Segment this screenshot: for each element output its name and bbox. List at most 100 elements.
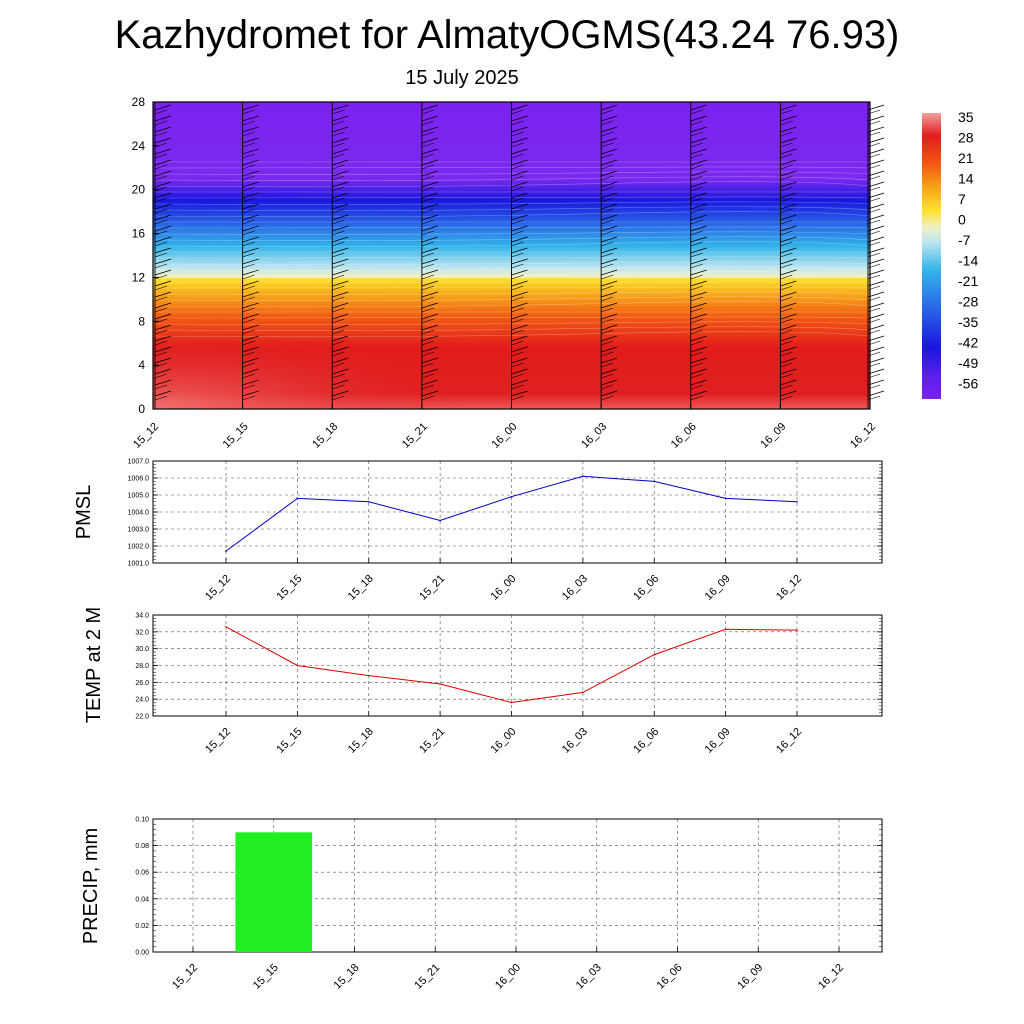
wind-barb: [511, 115, 528, 122]
x-tick-label: 16_06: [655, 962, 685, 992]
wind-barb: [511, 120, 524, 126]
wind-barb: [242, 236, 259, 243]
wind-barb: [332, 225, 349, 232]
wind-barb: [242, 109, 255, 115]
wind-barb: [154, 225, 172, 232]
wind-barb: [780, 192, 797, 199]
wind-barb: [780, 307, 793, 313]
wind-barb: [511, 131, 524, 137]
wind-barb: [511, 335, 528, 342]
wind-barb: [154, 153, 168, 159]
wind-barb: [780, 175, 793, 181]
wind-barb: [242, 274, 255, 280]
wind-barb: [511, 148, 528, 155]
wind-barb: [421, 137, 438, 144]
wind-barb: [511, 269, 528, 276]
y-tick-label: 0.02: [135, 923, 149, 930]
heatmap-y-axis: 0 4 8 12 16 20 24 28: [132, 95, 159, 416]
wind-barb: [242, 263, 255, 269]
wind-barb: [511, 329, 524, 335]
colorbar-labels: 35 28 21 14 7 0 -7 -14 -21 -28 -35 -42 -49 -56: [958, 109, 978, 392]
wind-barb: [867, 214, 885, 221]
data-point: [653, 480, 656, 483]
y-tick-label: 34.0: [135, 613, 149, 620]
wind-barb: [511, 252, 524, 258]
wind-barb: [780, 115, 797, 122]
wind-barb: [601, 252, 614, 258]
y-tick-label: 1007.0: [128, 459, 150, 466]
wind-barb: [421, 197, 434, 203]
wind-barb: [690, 269, 707, 276]
wind-barb: [780, 313, 797, 320]
wind-barb: [601, 285, 614, 291]
wind-barb: [421, 219, 434, 225]
wind-barb: [332, 170, 349, 177]
heatmap-contour: [152, 321, 871, 325]
wind-barb: [601, 346, 618, 353]
wind-barb: [780, 346, 797, 353]
wind-barb: [421, 104, 438, 111]
wind-barb: [421, 164, 434, 170]
wind-barb: [780, 291, 797, 298]
colorbar-label: 7: [958, 191, 966, 207]
wind-barb: [511, 318, 524, 324]
wind-barb: [154, 357, 172, 364]
wind-barb: [154, 120, 168, 126]
wind-barb: [780, 153, 793, 159]
wind-barb: [690, 384, 703, 390]
y-tick-label: 0.00: [135, 950, 149, 957]
x-tick-label: 15_21: [417, 573, 447, 603]
wind-barb: [780, 395, 793, 401]
wind-barb: [154, 181, 172, 188]
wind-barb: [242, 302, 259, 309]
heatmap-contour: [152, 271, 871, 278]
wind-barb: [780, 252, 793, 258]
wind-barb: [511, 368, 528, 375]
wind-barb: [511, 247, 528, 254]
wind-barb: [601, 291, 618, 298]
wind-barb: [154, 302, 172, 309]
wind-barb: [867, 291, 885, 298]
wind-barb: [601, 126, 618, 133]
wind-barb: [690, 214, 707, 221]
wind-barb: [601, 159, 618, 166]
wind-barb: [242, 313, 259, 320]
wind-barb: [421, 302, 438, 309]
wind-barb: [332, 346, 349, 353]
heatmap-x-tick-label: 16_03: [579, 421, 609, 451]
wind-barb: [511, 164, 524, 170]
wind-barb: [690, 395, 703, 401]
heatmap-x-tick-label: 16_00: [490, 421, 520, 451]
wind-barb: [242, 384, 255, 390]
wind-barb: [242, 329, 255, 335]
wind-barb: [780, 274, 793, 280]
data-point: [582, 475, 584, 478]
wind-barb: [421, 340, 434, 346]
wind-barb: [601, 390, 618, 397]
x-tick-label: 16_00: [489, 573, 519, 603]
heatmap-x-axis: 15_12 15_15 15_18 15_21 16_00 16_03 16_06 16_09…: [131, 404, 878, 451]
wind-barb: [511, 225, 528, 232]
plot-frame: [152, 818, 883, 953]
x-tick-label: 15_15: [274, 726, 304, 756]
wind-barb: [690, 148, 707, 155]
x-tick-label: 16_06: [631, 726, 661, 756]
wind-barb: [332, 368, 349, 375]
wind-barb: [511, 208, 524, 214]
wind-barb: [332, 203, 349, 210]
heatmap-y-tick-label: 24: [132, 139, 146, 153]
data-point: [724, 628, 727, 631]
wind-barb: [242, 258, 259, 265]
wind-barb: [867, 269, 885, 276]
heatmap-y-tick-label: 20: [132, 183, 146, 197]
y-tick-label: 30.0: [135, 646, 149, 653]
wind-barb: [511, 153, 524, 159]
wind-barb: [690, 324, 707, 331]
x-tick-label: 16_12: [774, 726, 804, 756]
plot-frame: [152, 614, 883, 717]
wind-barb: [780, 170, 797, 177]
wind-barb: [511, 159, 528, 166]
wind-barb: [154, 274, 168, 280]
y-tick-label: 1005.0: [128, 493, 150, 500]
wind-barb: [421, 115, 438, 122]
